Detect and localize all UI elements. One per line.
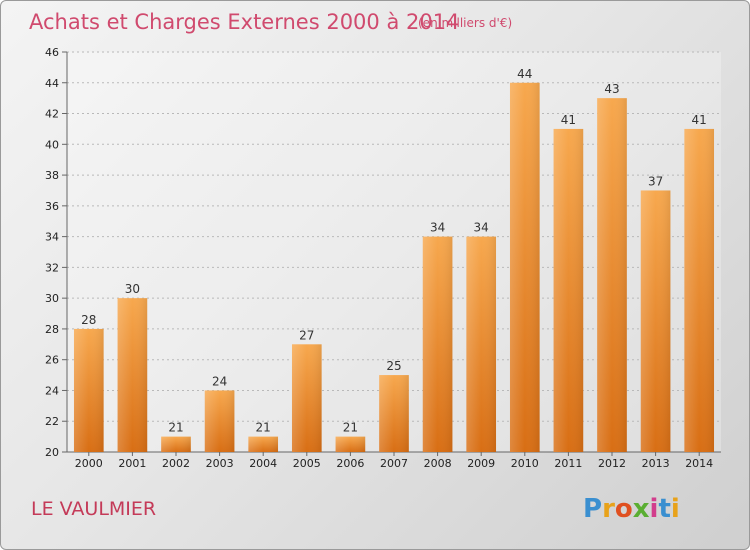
bar-shine xyxy=(509,82,540,453)
bar-value-label: 34 xyxy=(474,221,489,235)
x-tick-label: 2006 xyxy=(336,457,364,470)
bar-shine xyxy=(553,128,584,452)
proxiti-logo: Proxiti xyxy=(583,494,680,524)
bar-shine xyxy=(597,98,627,453)
bar-value-label: 21 xyxy=(343,421,358,435)
chart-title: Achats et Charges Externes 2000 à 2014 xyxy=(29,10,459,34)
y-tick-label: 36 xyxy=(45,200,59,213)
x-tick-label: 2010 xyxy=(511,457,539,470)
y-tick-label: 32 xyxy=(45,261,59,274)
logo-letter: o xyxy=(615,494,633,524)
x-tick-label: 2005 xyxy=(293,457,321,470)
bar-shine xyxy=(248,436,279,452)
logo-letter: P xyxy=(583,494,602,524)
bar-shine xyxy=(422,236,453,452)
x-tick-label: 2003 xyxy=(206,457,234,470)
y-tick-label: 44 xyxy=(45,77,59,90)
bar-value-label: 41 xyxy=(692,113,707,127)
bar-shine xyxy=(204,390,235,452)
bar-value-label: 25 xyxy=(386,359,401,373)
bar-value-label: 37 xyxy=(648,174,663,188)
y-tick-label: 24 xyxy=(45,384,59,397)
x-tick-label: 2013 xyxy=(642,457,670,470)
y-tick-label: 30 xyxy=(45,292,59,305)
bar-value-label: 41 xyxy=(561,113,576,127)
bar-value-label: 24 xyxy=(212,374,227,388)
bar-shine xyxy=(335,436,366,452)
bar-shine xyxy=(466,236,497,452)
bar-shine xyxy=(291,344,322,452)
x-tick-label: 2002 xyxy=(162,457,190,470)
bar-value-label: 30 xyxy=(125,282,140,296)
bar-value-label: 43 xyxy=(604,82,619,96)
x-tick-label: 2011 xyxy=(554,457,582,470)
logo-letter: r xyxy=(602,494,615,524)
bar-value-label: 21 xyxy=(256,421,271,435)
bar-value-label: 34 xyxy=(430,221,445,235)
x-tick-label: 2000 xyxy=(75,457,103,470)
logo-letter: t xyxy=(658,494,670,524)
logo-letter: x xyxy=(633,494,650,524)
bar-labels: 28 30 21 24 21 27 21 25 34 34 44 41 43 37 41 xyxy=(81,67,707,435)
y-tick-label: 40 xyxy=(45,138,59,151)
y-tick-label: 22 xyxy=(45,415,59,428)
bar-shine xyxy=(684,128,715,452)
bar-value-label: 28 xyxy=(81,313,96,327)
bar-shine xyxy=(161,436,191,452)
y-tick-label: 34 xyxy=(45,231,59,244)
bar-shine xyxy=(379,375,409,452)
y-tick-label: 38 xyxy=(45,169,59,182)
bar-value-label: 44 xyxy=(517,67,532,81)
bar-shine xyxy=(640,190,671,452)
bar-shine xyxy=(117,298,148,452)
x-tick-label: 2008 xyxy=(424,457,452,470)
x-tick-label: 2009 xyxy=(467,457,495,470)
place-name: LE VAULMIER xyxy=(31,498,156,520)
y-tick-label: 46 xyxy=(45,46,59,59)
x-tick-label: 2012 xyxy=(598,457,626,470)
bar-value-label: 27 xyxy=(299,328,314,342)
bars xyxy=(73,82,715,453)
bar-shine xyxy=(73,328,104,452)
tick-labels: 20 22 24 26 28 30 32 34 36 38 40 42 44 46 2000 2001 2002… xyxy=(45,46,713,470)
y-tick-label: 26 xyxy=(45,354,59,367)
bar-value-label: 21 xyxy=(168,421,183,435)
y-tick-label: 20 xyxy=(45,446,59,459)
x-tick-label: 2001 xyxy=(118,457,146,470)
chart-subtitle: (en milliers d'€) xyxy=(418,16,512,30)
x-tick-label: 2004 xyxy=(249,457,277,470)
y-tick-label: 28 xyxy=(45,323,59,336)
logo-letter: i xyxy=(671,494,680,524)
x-tick-label: 2014 xyxy=(685,457,713,470)
y-tick-label: 42 xyxy=(45,108,59,121)
logo-letter: i xyxy=(650,494,659,524)
x-tick-label: 2007 xyxy=(380,457,408,470)
